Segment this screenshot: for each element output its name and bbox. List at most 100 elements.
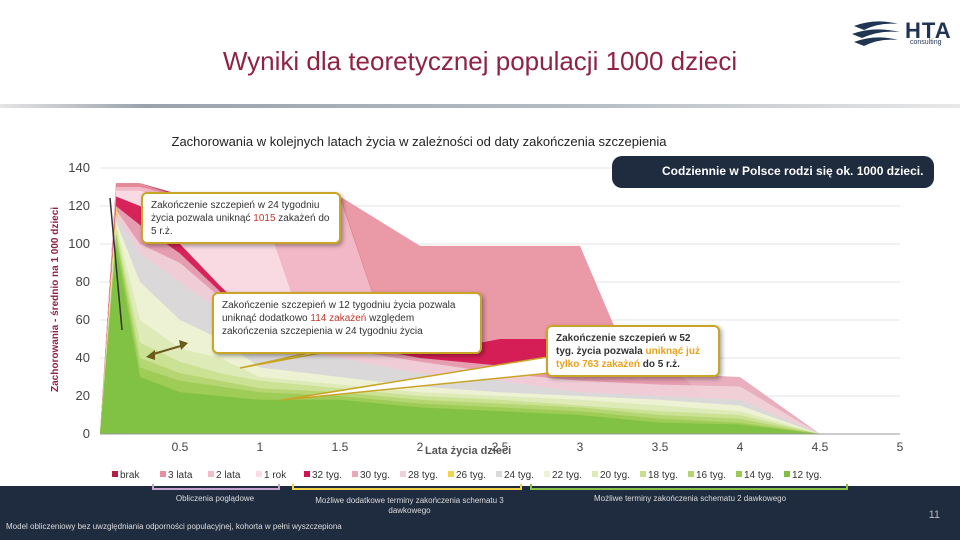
callout-52-weeks-text: Zakończenie szczepień w 52 tyg. życia po… — [556, 333, 691, 357]
logo-text: HTA — [905, 18, 952, 43]
legend-item: 28 tyg. — [400, 470, 438, 481]
legend-item: 26 tyg. — [448, 470, 486, 481]
legend-item: 14 tyg. — [736, 470, 774, 481]
chart-subtitle: Zachorowania w kolejnych latach życia w … — [171, 134, 667, 149]
pointer-line-1 — [109, 197, 123, 331]
y-tick-label: 20 — [75, 388, 90, 403]
footnote-2dose: Możliwe terminy zakończenia schematu 2 d… — [593, 494, 787, 503]
legend-item: 30 tyg. — [352, 470, 390, 481]
x-tick-label: 1.5 — [331, 440, 349, 454]
legend-swatch — [496, 471, 502, 477]
bracket-2dose — [530, 484, 848, 490]
area-series-12-tyg — [100, 244, 900, 434]
legend-item: 22 tyg. — [544, 470, 582, 481]
legend-item: 16 tyg. — [688, 470, 726, 481]
legend-swatch — [304, 471, 310, 477]
callout-52-weeks-text-end: do 5 r.ż. — [639, 359, 680, 370]
y-tick-label: 120 — [68, 198, 90, 213]
legend-swatch — [592, 471, 598, 477]
legend-label: 16 tyg. — [696, 470, 727, 481]
legend-label: 2 lata — [216, 470, 241, 481]
title-divider — [0, 104, 960, 108]
x-tick-label: 4 — [736, 440, 744, 454]
callout-24-weeks-number: 1015 — [253, 213, 276, 224]
callout-24-weeks-text-end: zakażeń do 5 r.ż. — [151, 213, 330, 237]
legend-label: 12 tyg. — [792, 470, 823, 481]
logo-swoosh-icon — [852, 21, 900, 46]
legend-swatch — [544, 471, 550, 477]
area-series-20-tyg — [100, 225, 900, 434]
x-tick-label: 3.5 — [651, 440, 669, 454]
legend-swatch — [352, 471, 358, 477]
legend-label: 14 tyg. — [744, 470, 775, 481]
legend-item: 12 tyg. — [784, 470, 822, 481]
area-series-22-tyg — [100, 221, 900, 434]
callout-12-weeks: Zakończenie szczepień w 12 tygodniu życi… — [212, 292, 482, 354]
range-arrow — [146, 340, 188, 360]
legend-swatch — [208, 471, 214, 477]
legend-item: 20 tyg. — [592, 470, 630, 481]
legend-label: brak — [120, 470, 140, 481]
y-tick-label: 80 — [75, 274, 90, 289]
legend-label: 30 tyg. — [360, 470, 391, 481]
legend-swatch — [736, 471, 742, 477]
x-tick-label: 2 — [416, 440, 424, 454]
y-tick-label: 100 — [68, 236, 90, 251]
legend-label: 1 rok — [264, 470, 287, 481]
legend-item: 24 tyg. — [496, 470, 534, 481]
x-tick-label: 4.5 — [811, 440, 829, 454]
legend-label: 26 tyg. — [456, 470, 487, 481]
legend-swatch — [688, 471, 694, 477]
y-tick-label: 60 — [75, 312, 90, 327]
legend-item: 32 tyg. — [304, 470, 342, 481]
slide-title: Wyniki dla teoretycznej populacji 1000 d… — [222, 46, 738, 76]
legend-label: 3 lata — [168, 470, 193, 481]
model-note: Model obliczeniowy bez uwzględniania odp… — [6, 522, 342, 531]
legend-label: 24 tyg. — [504, 470, 535, 481]
legend-swatch — [160, 471, 166, 477]
y-tick-label: 40 — [75, 350, 90, 365]
legend-swatch — [784, 471, 790, 477]
x-tick-label: 1 — [256, 440, 264, 454]
y-tick-label: 0 — [82, 426, 90, 441]
logo-subtext: consulting — [910, 39, 942, 46]
legend-swatch — [640, 471, 646, 477]
footer-bar — [0, 486, 960, 540]
bracket-3dose — [292, 484, 522, 490]
x-tick-label: 3 — [576, 440, 584, 454]
bracket-calc — [152, 484, 280, 490]
callout-24-weeks-text: Zakończenie szczepień w 24 tygodniu życi… — [151, 200, 320, 224]
births-callout: Codziennie w Polsce rodzi się ok. 1000 d… — [612, 156, 934, 188]
footnote-3dose: Możliwe dodatkowe terminy zakończenia sc… — [315, 496, 504, 516]
legend-swatch — [400, 471, 406, 477]
x-tick-label: 2.5 — [491, 440, 509, 454]
legend-label: 32 tyg. — [312, 470, 343, 481]
x-tick-label: 0.5 — [171, 440, 189, 454]
callout-12-weeks-text-end: względem zakończenia szczepienia w 24 ty… — [222, 313, 423, 337]
x-axis-label: Lata życia dzieci — [425, 445, 512, 457]
callout-52-weeks: Zakończenie szczepień w 52 tyg. życia po… — [546, 325, 720, 377]
legend-item: 18 tyg. — [640, 470, 678, 481]
callout-24-weeks: Zakończenie szczepień w 24 tygodniu życi… — [141, 192, 341, 244]
legend-item: 3 lata — [160, 470, 192, 481]
legend-swatch — [448, 471, 454, 477]
hta-logo: HTA consulting — [850, 18, 952, 48]
legend-swatch — [112, 471, 118, 477]
legend-item: 1 rok — [256, 470, 286, 481]
y-tick-label: 140 — [68, 160, 90, 175]
legend-item: brak — [112, 470, 139, 481]
page-number: 11 — [928, 509, 940, 521]
footnote-calc: Obliczenia poglądowe — [175, 494, 255, 503]
legend-item: 2 lata — [208, 470, 240, 481]
legend-label: 22 tyg. — [552, 470, 583, 481]
x-tick-label: 5 — [896, 440, 904, 454]
legend-label: 18 tyg. — [648, 470, 679, 481]
legend-swatch — [256, 471, 262, 477]
legend-label: 28 tyg. — [408, 470, 439, 481]
callout-12-weeks-text: Zakończenie szczepień w 12 tygodniu życi… — [222, 300, 456, 324]
callout-52-weeks-number: uniknąć już tylko 763 zakażeń — [556, 346, 700, 370]
chart-legend: brak 3 lata 2 lata 1 rok 32 tyg. 30 tyg. 28 ty… — [112, 470, 832, 484]
callout-12-weeks-number: 114 zakażeń — [310, 313, 367, 324]
legend-label: 20 tyg. — [600, 470, 631, 481]
